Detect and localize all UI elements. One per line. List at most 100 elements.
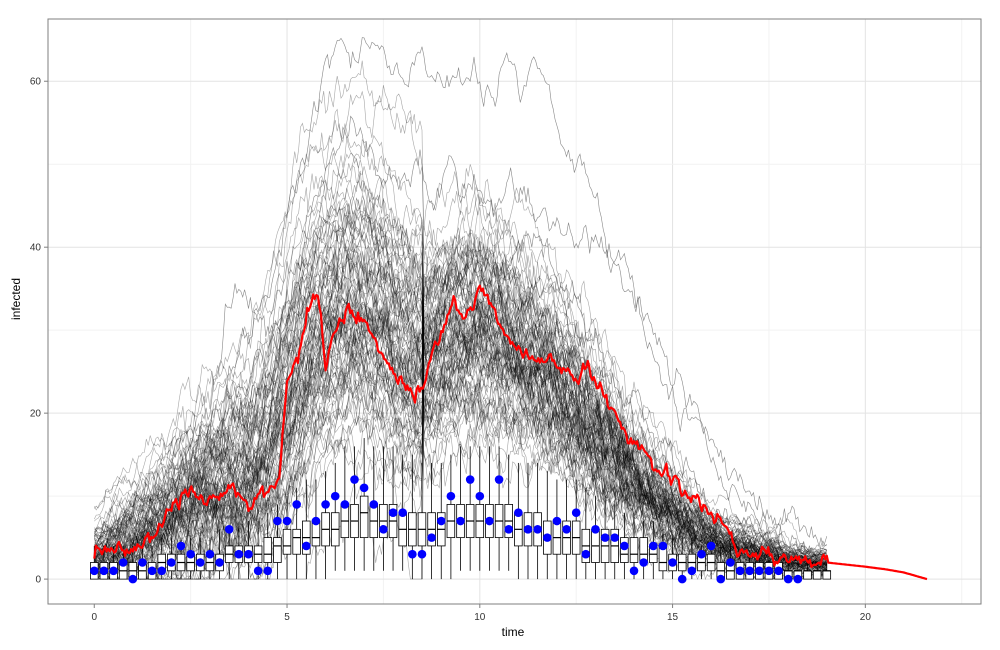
observed-point <box>302 541 311 551</box>
observed-point <box>783 574 793 584</box>
observed-point <box>157 566 167 576</box>
observed-point <box>340 500 350 509</box>
simulation-trajectory <box>94 108 827 560</box>
observed-point <box>514 508 523 518</box>
simulation-trajectory <box>94 272 827 580</box>
simulation-trajectory <box>94 302 827 574</box>
observed-point <box>205 549 215 559</box>
observed-point <box>658 541 668 551</box>
simulation-trajectory <box>94 137 827 564</box>
simulation-trajectory <box>94 234 827 578</box>
boxplot-box <box>822 570 832 580</box>
observed-point <box>668 558 677 567</box>
simulation-trajectory <box>94 357 828 580</box>
simulation-trajectory <box>94 255 827 561</box>
observed-point <box>359 483 369 493</box>
observed-point <box>388 508 398 518</box>
observed-point <box>215 558 224 567</box>
simulation-trajectory <box>94 315 828 581</box>
simulation-trajectory <box>94 248 828 566</box>
simulation-trajectory <box>94 230 827 564</box>
simulation-trajectory <box>94 264 828 575</box>
observed-point <box>562 525 571 534</box>
observed-point <box>292 500 301 509</box>
simulation-trajectory <box>94 254 827 561</box>
observed-point <box>494 475 504 484</box>
simulation-trajectory <box>94 320 827 579</box>
y-tick-label: 40 <box>30 243 42 254</box>
simulation-trajectory <box>94 311 827 571</box>
simulation-trajectory <box>94 211 827 560</box>
observed-point <box>99 566 109 576</box>
simulation-trajectory <box>94 281 828 568</box>
observed-point <box>436 516 446 526</box>
observed-point <box>677 574 687 584</box>
simulation-trajectory <box>94 311 828 568</box>
observed-point <box>793 574 803 584</box>
boxplot-box <box>263 537 273 563</box>
simulation-trajectory <box>94 294 827 572</box>
simulation-trajectory <box>94 311 828 576</box>
observed-point <box>195 558 205 567</box>
observed-point <box>716 574 726 584</box>
simulation-trajectory <box>94 213 827 568</box>
simulation-trajectory <box>94 314 828 580</box>
simulation-trajectory <box>94 283 827 570</box>
observed-point <box>167 558 176 567</box>
boxplot-box <box>803 570 812 580</box>
observed-point <box>620 541 629 551</box>
observed-point <box>745 566 754 576</box>
simulation-trajectory <box>94 300 827 572</box>
observed-point <box>639 558 648 567</box>
simulation-trajectory <box>94 316 827 580</box>
observed-point <box>706 541 716 551</box>
simulation-trajectory <box>94 247 827 569</box>
observed-point <box>350 475 359 484</box>
simulation-trajectory <box>94 234 827 557</box>
simulation-trajectory <box>94 194 827 566</box>
observed-point <box>475 491 485 501</box>
x-axis-title: time <box>502 625 525 639</box>
observed-point <box>186 549 195 559</box>
simulation-trajectory <box>94 238 828 571</box>
boxplot-box <box>282 528 292 555</box>
y-tick-label: 0 <box>35 575 41 586</box>
simulation-trajectory <box>94 260 827 571</box>
observed-point <box>330 491 340 501</box>
simulation-trajectory <box>94 60 827 551</box>
observed-point <box>600 533 610 542</box>
simulation-trajectory <box>94 199 828 574</box>
boxplot-box <box>292 528 301 555</box>
observed-point <box>523 525 533 534</box>
simulation-trajectory <box>94 164 827 567</box>
observed-point <box>648 541 658 551</box>
simulation-trajectory <box>94 202 828 563</box>
observed-point <box>147 566 157 576</box>
simulation-trajectory <box>94 275 828 571</box>
observed-point <box>417 549 427 559</box>
observed-point <box>610 533 620 542</box>
simulation-trajectory <box>94 314 828 580</box>
simulation-trajectory <box>94 152 827 559</box>
outlier-trajectory <box>94 197 828 576</box>
simulation-trajectory <box>94 290 827 572</box>
observed-point <box>571 508 581 518</box>
outlier-trajectory <box>94 115 828 578</box>
simulation-trajectory <box>94 193 828 563</box>
observed-point <box>533 525 542 534</box>
simulation-trajectories <box>94 60 828 581</box>
boxplot-box <box>273 537 282 563</box>
observed-point <box>485 516 494 526</box>
observed-point <box>697 549 706 559</box>
observed-point <box>234 549 244 559</box>
simulation-trajectory <box>94 257 828 579</box>
simulation-trajectory <box>94 227 827 562</box>
simulation-trajectory <box>94 285 827 573</box>
y-axis-ticks: 0 20 40 60 <box>30 77 48 586</box>
simulation-trajectory <box>94 240 827 568</box>
boxplot-box <box>359 495 369 539</box>
observed-point <box>398 508 407 518</box>
observed-point <box>321 500 330 509</box>
x-tick-label: 10 <box>474 612 486 623</box>
simulation-trajectory <box>94 289 827 570</box>
